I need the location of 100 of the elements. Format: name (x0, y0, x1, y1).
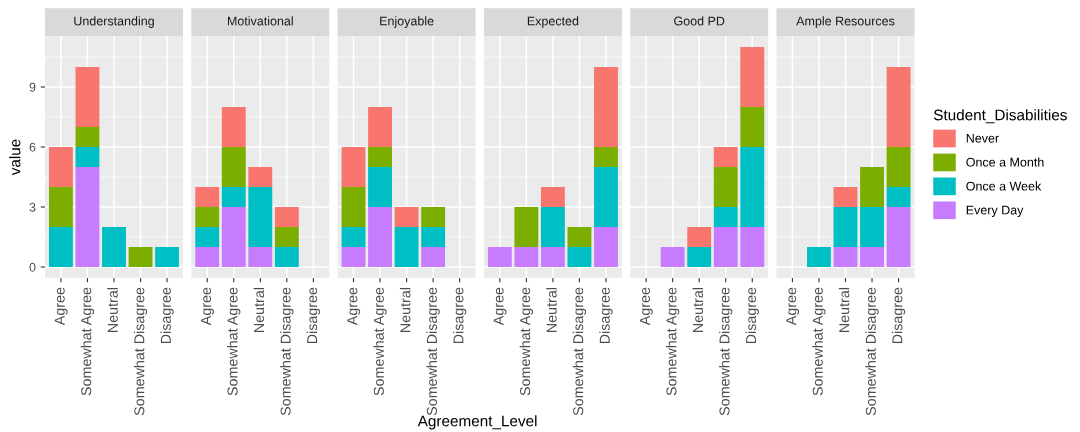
bar (833, 187, 858, 207)
bar (248, 247, 273, 267)
x-tick-label: Neutral (546, 287, 557, 332)
bar (740, 47, 765, 107)
x-tick-label: Neutral (838, 287, 850, 332)
x-tick-label: Somewhat Agree (80, 287, 95, 396)
x-tick-label: Somewhat Disagree (280, 287, 294, 416)
bar (128, 247, 153, 267)
bar (248, 187, 273, 247)
bar (514, 207, 539, 247)
y-tick-label: 0 (29, 262, 36, 272)
bar (421, 247, 446, 267)
bar (155, 247, 180, 267)
chart-title: Good PD (674, 16, 725, 26)
bar (48, 227, 73, 267)
x-axis-title: Agreement_Level (417, 415, 537, 430)
bar (540, 187, 565, 207)
bar (421, 207, 446, 227)
x-tick-label: Neutral (107, 287, 118, 332)
bar (368, 167, 392, 207)
bar (540, 207, 565, 247)
bar (195, 227, 220, 247)
bar (860, 167, 884, 207)
x-tick-label: Disagree (891, 287, 906, 344)
x-tick-label: Disagree (599, 287, 613, 344)
bar (341, 147, 366, 187)
bar (394, 207, 419, 227)
bar (368, 107, 392, 147)
y-axis-title: value (9, 139, 21, 176)
bar (567, 247, 592, 267)
bar (368, 207, 392, 267)
bar (740, 107, 765, 147)
bar (713, 147, 738, 167)
bar (421, 227, 446, 247)
legend-label: Never (966, 133, 999, 143)
bar (886, 187, 911, 207)
x-tick-label: Agree (201, 287, 214, 326)
bar (195, 187, 220, 207)
x-tick-label: Somewhat Agree (373, 287, 387, 396)
bar (341, 187, 366, 227)
x-tick-label: Neutral (253, 287, 265, 332)
x-tick-label: Somewhat Agree (519, 287, 534, 396)
y-tick-label: 6 (29, 142, 36, 152)
bar (886, 67, 911, 147)
bar (221, 207, 246, 267)
legend-label: Every Day (966, 205, 1024, 217)
bar (807, 247, 831, 267)
bar (713, 167, 738, 207)
x-tick-label: Somewhat Disagree (133, 287, 148, 416)
bar (394, 227, 419, 267)
x-tick-label: Agree (493, 287, 507, 326)
bar (740, 227, 765, 267)
x-tick-label: Disagree (306, 287, 321, 344)
x-tick-label: Disagree (453, 287, 467, 344)
legend-label: Once a Week (966, 181, 1042, 191)
chart-title: Motivational (227, 16, 293, 26)
x-tick-label: Somewhat Disagree (865, 287, 879, 416)
bar (540, 247, 565, 267)
bar (274, 207, 299, 227)
bar (248, 167, 273, 187)
bar (594, 227, 618, 267)
chart-title: Expected (527, 16, 579, 28)
x-tick-label: Agree (54, 287, 68, 326)
bar (274, 247, 299, 267)
bar (221, 107, 246, 147)
bar (713, 207, 738, 227)
legend-label: Once a Month (966, 157, 1044, 167)
bar (886, 147, 911, 187)
bar (195, 207, 220, 227)
bar (860, 247, 884, 267)
x-tick-label: Disagree (160, 287, 174, 344)
x-tick-label: Somewhat Agree (812, 287, 826, 396)
bar (514, 247, 539, 267)
x-tick-label: Agree (639, 287, 653, 326)
bar (594, 147, 618, 167)
y-tick-label: 9 (29, 82, 36, 92)
bar (75, 167, 100, 267)
bar (567, 227, 592, 247)
bar (274, 227, 299, 247)
bar (740, 147, 765, 227)
bar (713, 227, 738, 267)
bar (687, 247, 712, 267)
bar (341, 227, 366, 247)
x-tick-label: Neutral (692, 287, 704, 332)
bar (221, 147, 246, 187)
chart-title: Understanding (74, 16, 154, 28)
bar (833, 207, 858, 247)
bar (75, 147, 100, 167)
bar (687, 227, 712, 247)
bar (660, 247, 685, 267)
x-tick-label: Agree (786, 287, 800, 326)
bar (594, 67, 618, 147)
bar (195, 247, 220, 267)
bar (221, 187, 246, 207)
x-tick-label: Somewhat Disagree (719, 287, 733, 416)
x-tick-label: Somewhat Agree (665, 287, 680, 396)
x-tick-label: Agree (347, 287, 361, 326)
y-tick-label: 3 (29, 202, 36, 212)
legend-title: Student_Disabilities (933, 109, 1067, 124)
x-tick-label: Somewhat Disagree (572, 287, 587, 416)
